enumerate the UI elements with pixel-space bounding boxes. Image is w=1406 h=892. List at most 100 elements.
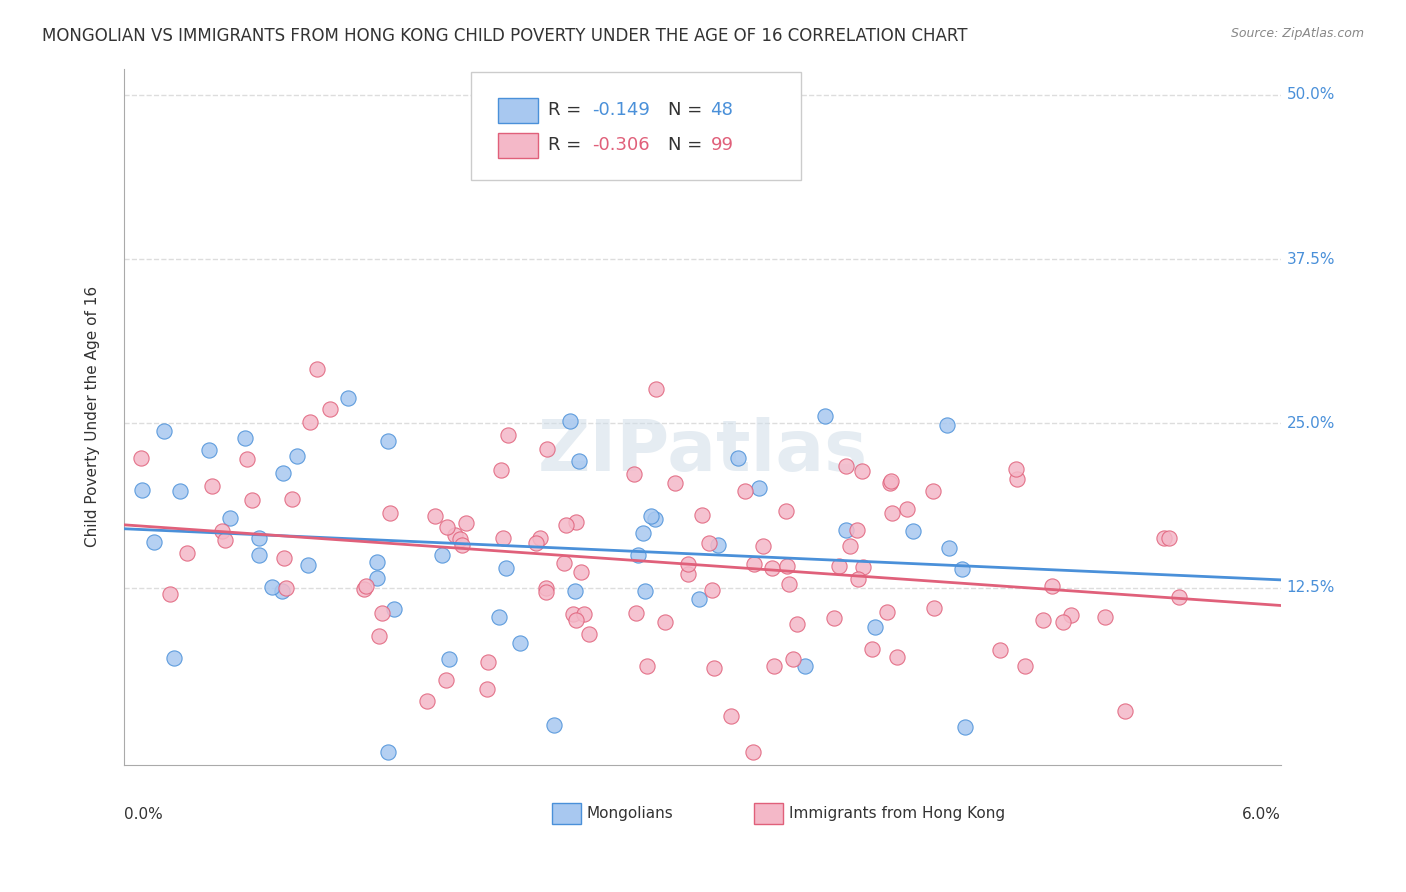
Point <box>260 580 283 594</box>
Point <box>823 611 845 625</box>
Point <box>1168 590 1191 604</box>
Text: Source: ZipAtlas.com: Source: ZipAtlas.com <box>1230 27 1364 40</box>
Point <box>276 581 298 595</box>
Point <box>555 517 578 532</box>
Point <box>1005 462 1028 476</box>
Point <box>775 504 797 518</box>
Point <box>297 558 319 573</box>
Point <box>988 643 1011 657</box>
Point <box>851 464 873 478</box>
Point <box>846 523 869 537</box>
Point <box>876 605 898 619</box>
Text: 37.5%: 37.5% <box>1286 252 1336 267</box>
Point <box>839 539 862 553</box>
Point <box>860 642 883 657</box>
Point <box>496 428 519 442</box>
Point <box>273 551 295 566</box>
Point <box>645 382 668 396</box>
Point <box>247 531 270 545</box>
Point <box>828 559 851 574</box>
Point <box>233 431 256 445</box>
Point <box>775 559 797 574</box>
Point <box>703 661 725 675</box>
Point <box>491 463 513 477</box>
Point <box>921 484 943 499</box>
Point <box>444 528 467 542</box>
Point <box>416 694 439 708</box>
Point <box>153 424 176 438</box>
Point <box>526 536 548 550</box>
Point <box>366 555 388 569</box>
Point <box>536 442 558 456</box>
Point <box>727 450 749 465</box>
Text: 0.0%: 0.0% <box>124 807 163 822</box>
Point <box>697 536 720 550</box>
Point <box>734 484 756 499</box>
Point <box>449 532 471 546</box>
Point <box>353 582 375 596</box>
Point <box>782 651 804 665</box>
Point <box>1014 659 1036 673</box>
Point <box>534 585 557 599</box>
Point <box>761 561 783 575</box>
Point <box>706 538 728 552</box>
Point <box>488 610 510 624</box>
Point <box>270 583 292 598</box>
Point <box>794 659 817 673</box>
Point <box>634 583 657 598</box>
Point <box>1040 579 1063 593</box>
Point <box>865 620 887 634</box>
Text: R =: R = <box>548 136 588 154</box>
Point <box>950 562 973 576</box>
Point <box>534 581 557 595</box>
Point <box>201 479 224 493</box>
Point <box>377 745 399 759</box>
Point <box>879 475 901 490</box>
Point <box>1052 615 1074 629</box>
Point <box>211 524 233 538</box>
Point <box>218 510 240 524</box>
Point <box>748 481 770 495</box>
Point <box>298 415 321 429</box>
Text: N =: N = <box>668 136 707 154</box>
Point <box>197 443 219 458</box>
Point <box>688 591 710 606</box>
Point <box>451 538 474 552</box>
Point <box>543 717 565 731</box>
Point <box>159 587 181 601</box>
Point <box>835 524 858 538</box>
Bar <box>553 804 581 824</box>
Point <box>896 502 918 516</box>
Point <box>437 652 460 666</box>
Point <box>938 541 960 555</box>
Text: 99: 99 <box>710 136 734 154</box>
Point <box>690 508 713 523</box>
Text: 12.5%: 12.5% <box>1286 580 1334 595</box>
Point <box>565 515 588 529</box>
Point <box>1032 613 1054 627</box>
Text: R =: R = <box>548 102 588 120</box>
Point <box>778 577 800 591</box>
Point <box>676 557 699 571</box>
Point <box>247 548 270 562</box>
Point <box>129 450 152 465</box>
Point <box>354 579 377 593</box>
Point <box>368 629 391 643</box>
Point <box>564 614 586 628</box>
Point <box>564 583 586 598</box>
Point <box>623 467 645 481</box>
Point <box>378 506 401 520</box>
Text: Immigrants from Hong Kong: Immigrants from Hong Kong <box>789 806 1005 822</box>
Point <box>131 483 153 497</box>
Point <box>163 650 186 665</box>
Point <box>578 627 600 641</box>
Point <box>495 561 517 575</box>
Text: -0.306: -0.306 <box>592 136 650 154</box>
Point <box>169 483 191 498</box>
Point <box>337 391 360 405</box>
Point <box>553 556 575 570</box>
Point <box>271 467 294 481</box>
Point <box>366 571 388 585</box>
Point <box>901 524 924 538</box>
Point <box>569 565 592 579</box>
